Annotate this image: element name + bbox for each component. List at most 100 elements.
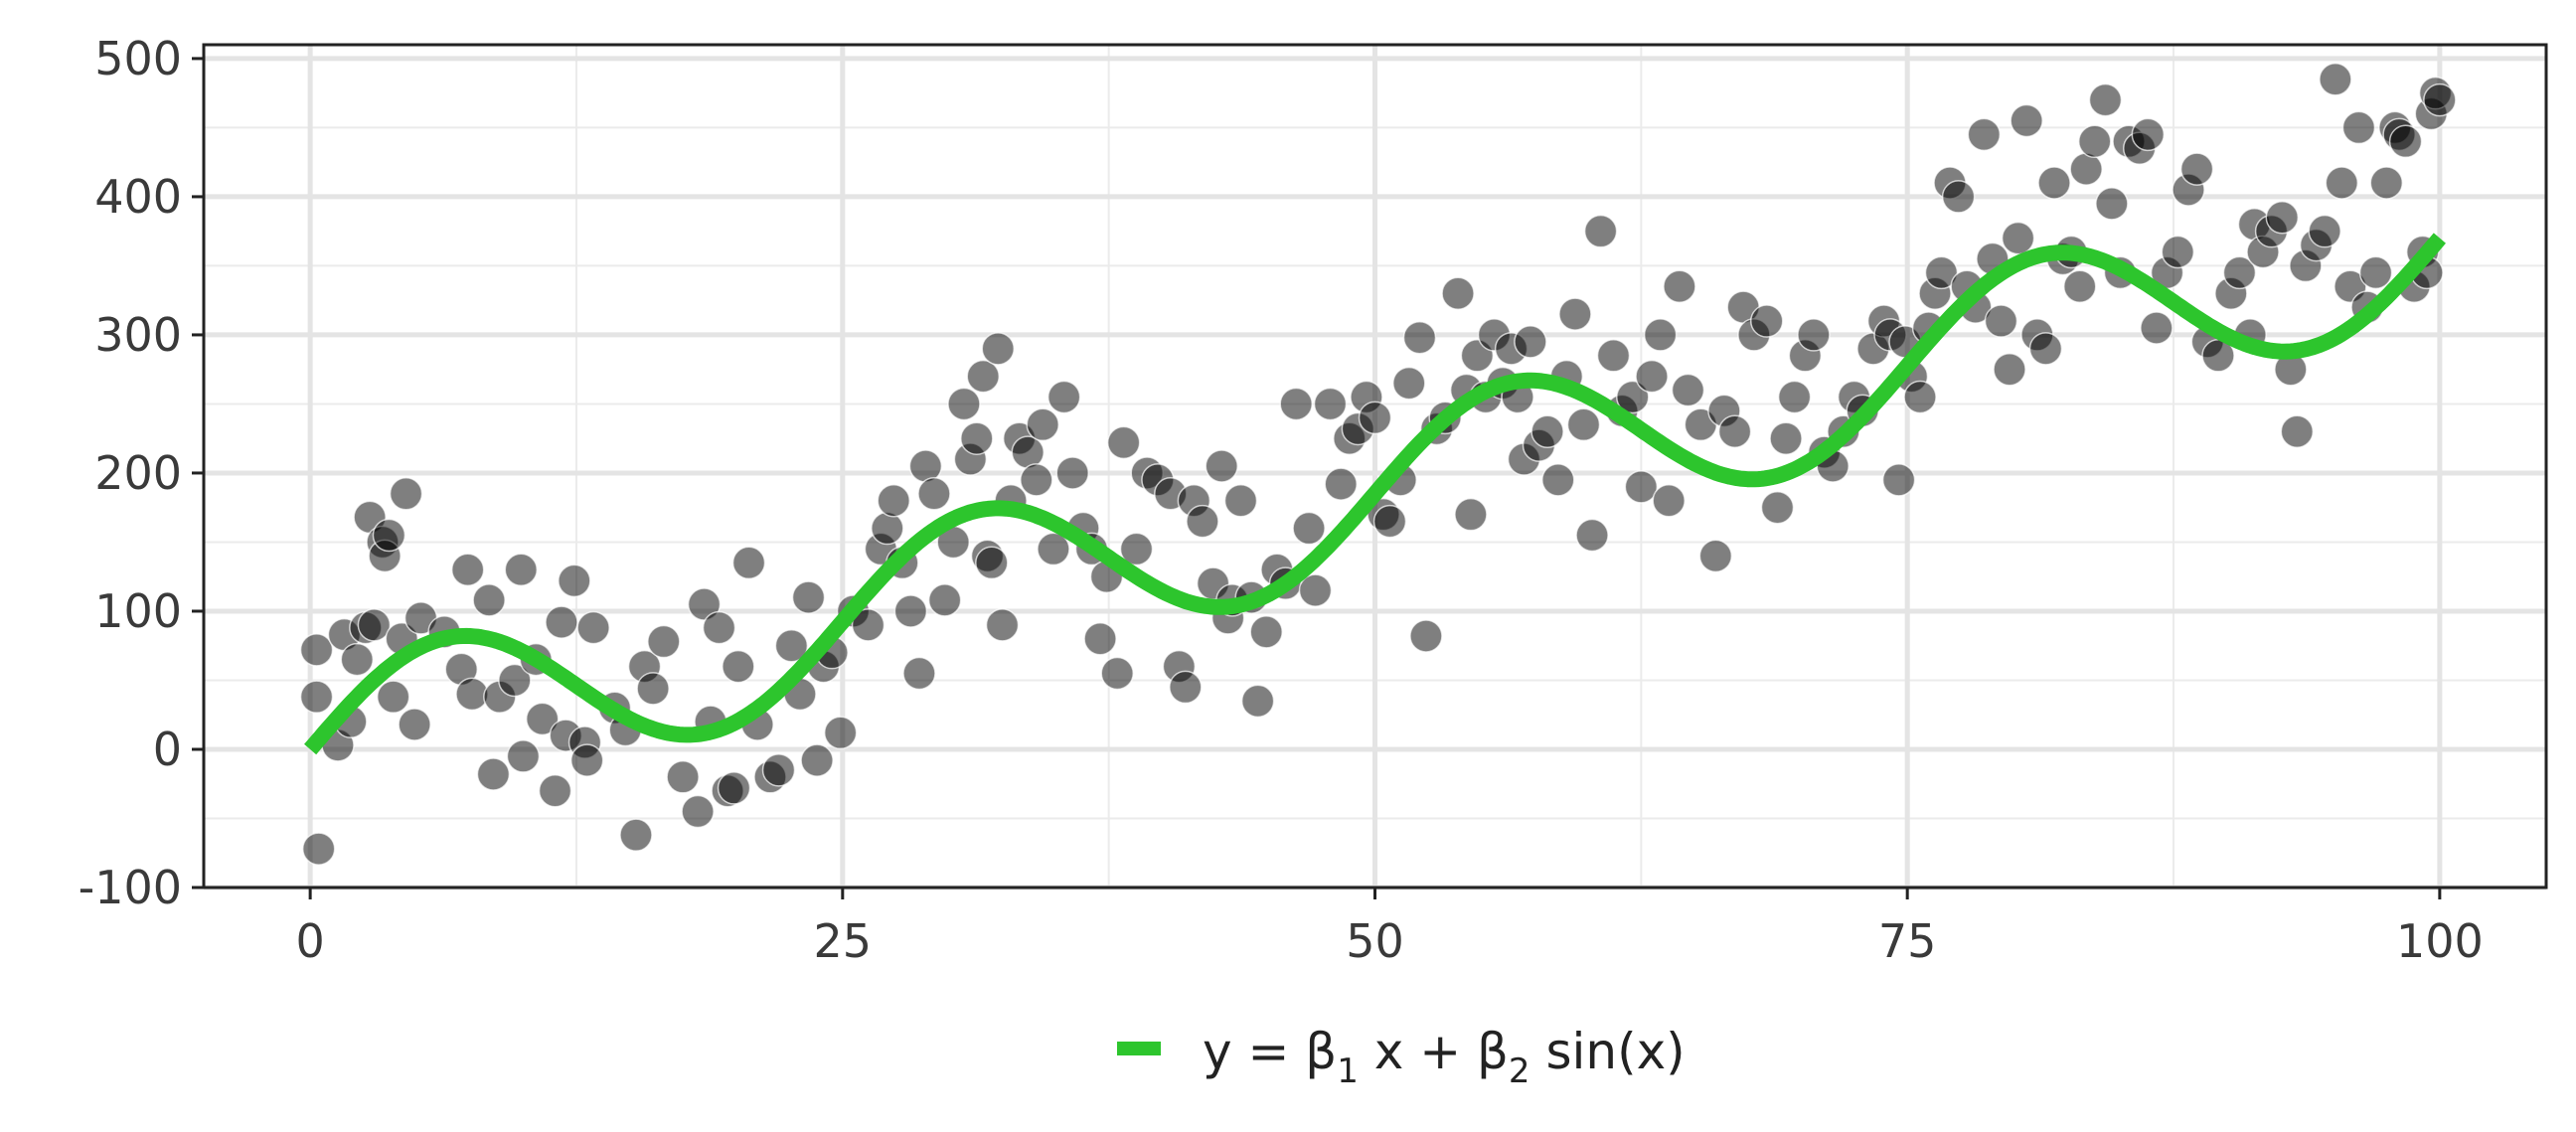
data-point [2222, 255, 2257, 290]
data-point [1046, 380, 1081, 414]
y-tick-label: -100 [79, 861, 182, 914]
x-tick-label: 75 [1878, 914, 1937, 968]
data-point [731, 546, 766, 580]
data-point [1169, 670, 1203, 705]
data-point [2265, 201, 2300, 235]
legend-key-swatch [1117, 1042, 1161, 1055]
data-point [2280, 414, 2315, 448]
y-tick-label: 100 [94, 584, 182, 638]
legend-label: y = β1 x + β2 sin(x) [1203, 1023, 1686, 1091]
data-point [1037, 532, 1070, 566]
data-point [2325, 166, 2359, 200]
data-point [1596, 339, 1631, 373]
data-point [800, 743, 834, 777]
data-point [666, 760, 700, 794]
data-point [299, 633, 334, 667]
data-point [1358, 401, 1392, 435]
data-point [1777, 380, 1812, 414]
data-point [1026, 407, 1059, 442]
data-point [717, 771, 751, 805]
data-point [2388, 124, 2423, 159]
data-point [1671, 373, 1705, 407]
data-point [504, 553, 539, 587]
data-point [1984, 304, 2018, 338]
data-point [902, 656, 936, 691]
data-point [2095, 187, 2129, 221]
data-point [1514, 325, 1547, 359]
data-point [871, 511, 904, 546]
data-points [299, 63, 2457, 866]
data-point [1240, 684, 1275, 719]
data-point [455, 677, 489, 712]
data-point [761, 753, 796, 787]
data-point [2037, 166, 2071, 200]
data-point [975, 546, 1009, 580]
data-point [506, 739, 541, 773]
data-point [2069, 152, 2103, 186]
data-point [1566, 407, 1601, 442]
data-point [1558, 297, 1592, 331]
y-tick-label: 500 [94, 32, 182, 85]
data-point [569, 743, 604, 777]
data-point [2358, 255, 2393, 290]
data-point [450, 553, 485, 587]
data-point [1993, 352, 2026, 387]
data-point [1530, 414, 1564, 448]
data-point [2341, 110, 2376, 145]
data-point [791, 580, 826, 614]
data-point [1372, 504, 1407, 539]
data-point [1663, 269, 1696, 304]
data-point [1652, 484, 1686, 518]
data-point [927, 583, 962, 617]
data-point [851, 608, 886, 642]
x-tick-label: 25 [814, 914, 873, 968]
data-point [2423, 82, 2457, 117]
data-point [476, 757, 511, 791]
data-point [877, 484, 910, 518]
data-point [1249, 615, 1283, 649]
data-point [498, 663, 532, 698]
data-point [398, 708, 431, 741]
data-point [966, 359, 1000, 394]
y-tick-label: 300 [94, 308, 182, 362]
data-point [722, 649, 755, 684]
data-point [2179, 152, 2214, 186]
data-point [2319, 63, 2352, 96]
data-point [2001, 221, 2035, 255]
data-point [681, 794, 715, 829]
data-point [2161, 235, 2195, 269]
data-point [1011, 435, 1045, 469]
data-point [301, 832, 336, 866]
data-point [1020, 463, 1053, 497]
data-point [1279, 387, 1313, 421]
data-point [558, 564, 591, 598]
data-point [1583, 214, 1618, 248]
data-point [376, 680, 410, 714]
data-point [1717, 414, 1752, 448]
data-point [576, 610, 610, 645]
data-point [1298, 573, 1333, 607]
data-point [1643, 318, 1678, 352]
data-point [2077, 124, 2112, 159]
data-point [1903, 380, 1937, 414]
data-point [947, 387, 981, 421]
data-point [538, 773, 572, 808]
data-point [985, 608, 1020, 642]
data-point [1100, 656, 1134, 691]
data-point [1441, 276, 1475, 310]
y-tick-label: 200 [94, 446, 182, 500]
data-point [1205, 449, 1238, 483]
data-point [1750, 304, 1784, 338]
data-point [687, 587, 722, 621]
data-point [1797, 318, 1831, 352]
data-point [702, 610, 736, 645]
data-point [917, 477, 951, 511]
data-point [2028, 332, 2063, 366]
data-point [1541, 463, 1575, 497]
data-point [1698, 539, 1733, 573]
data-point [647, 624, 681, 659]
y-tick-label: 0 [153, 723, 182, 776]
data-point [1313, 387, 1348, 421]
data-point [2088, 82, 2123, 117]
